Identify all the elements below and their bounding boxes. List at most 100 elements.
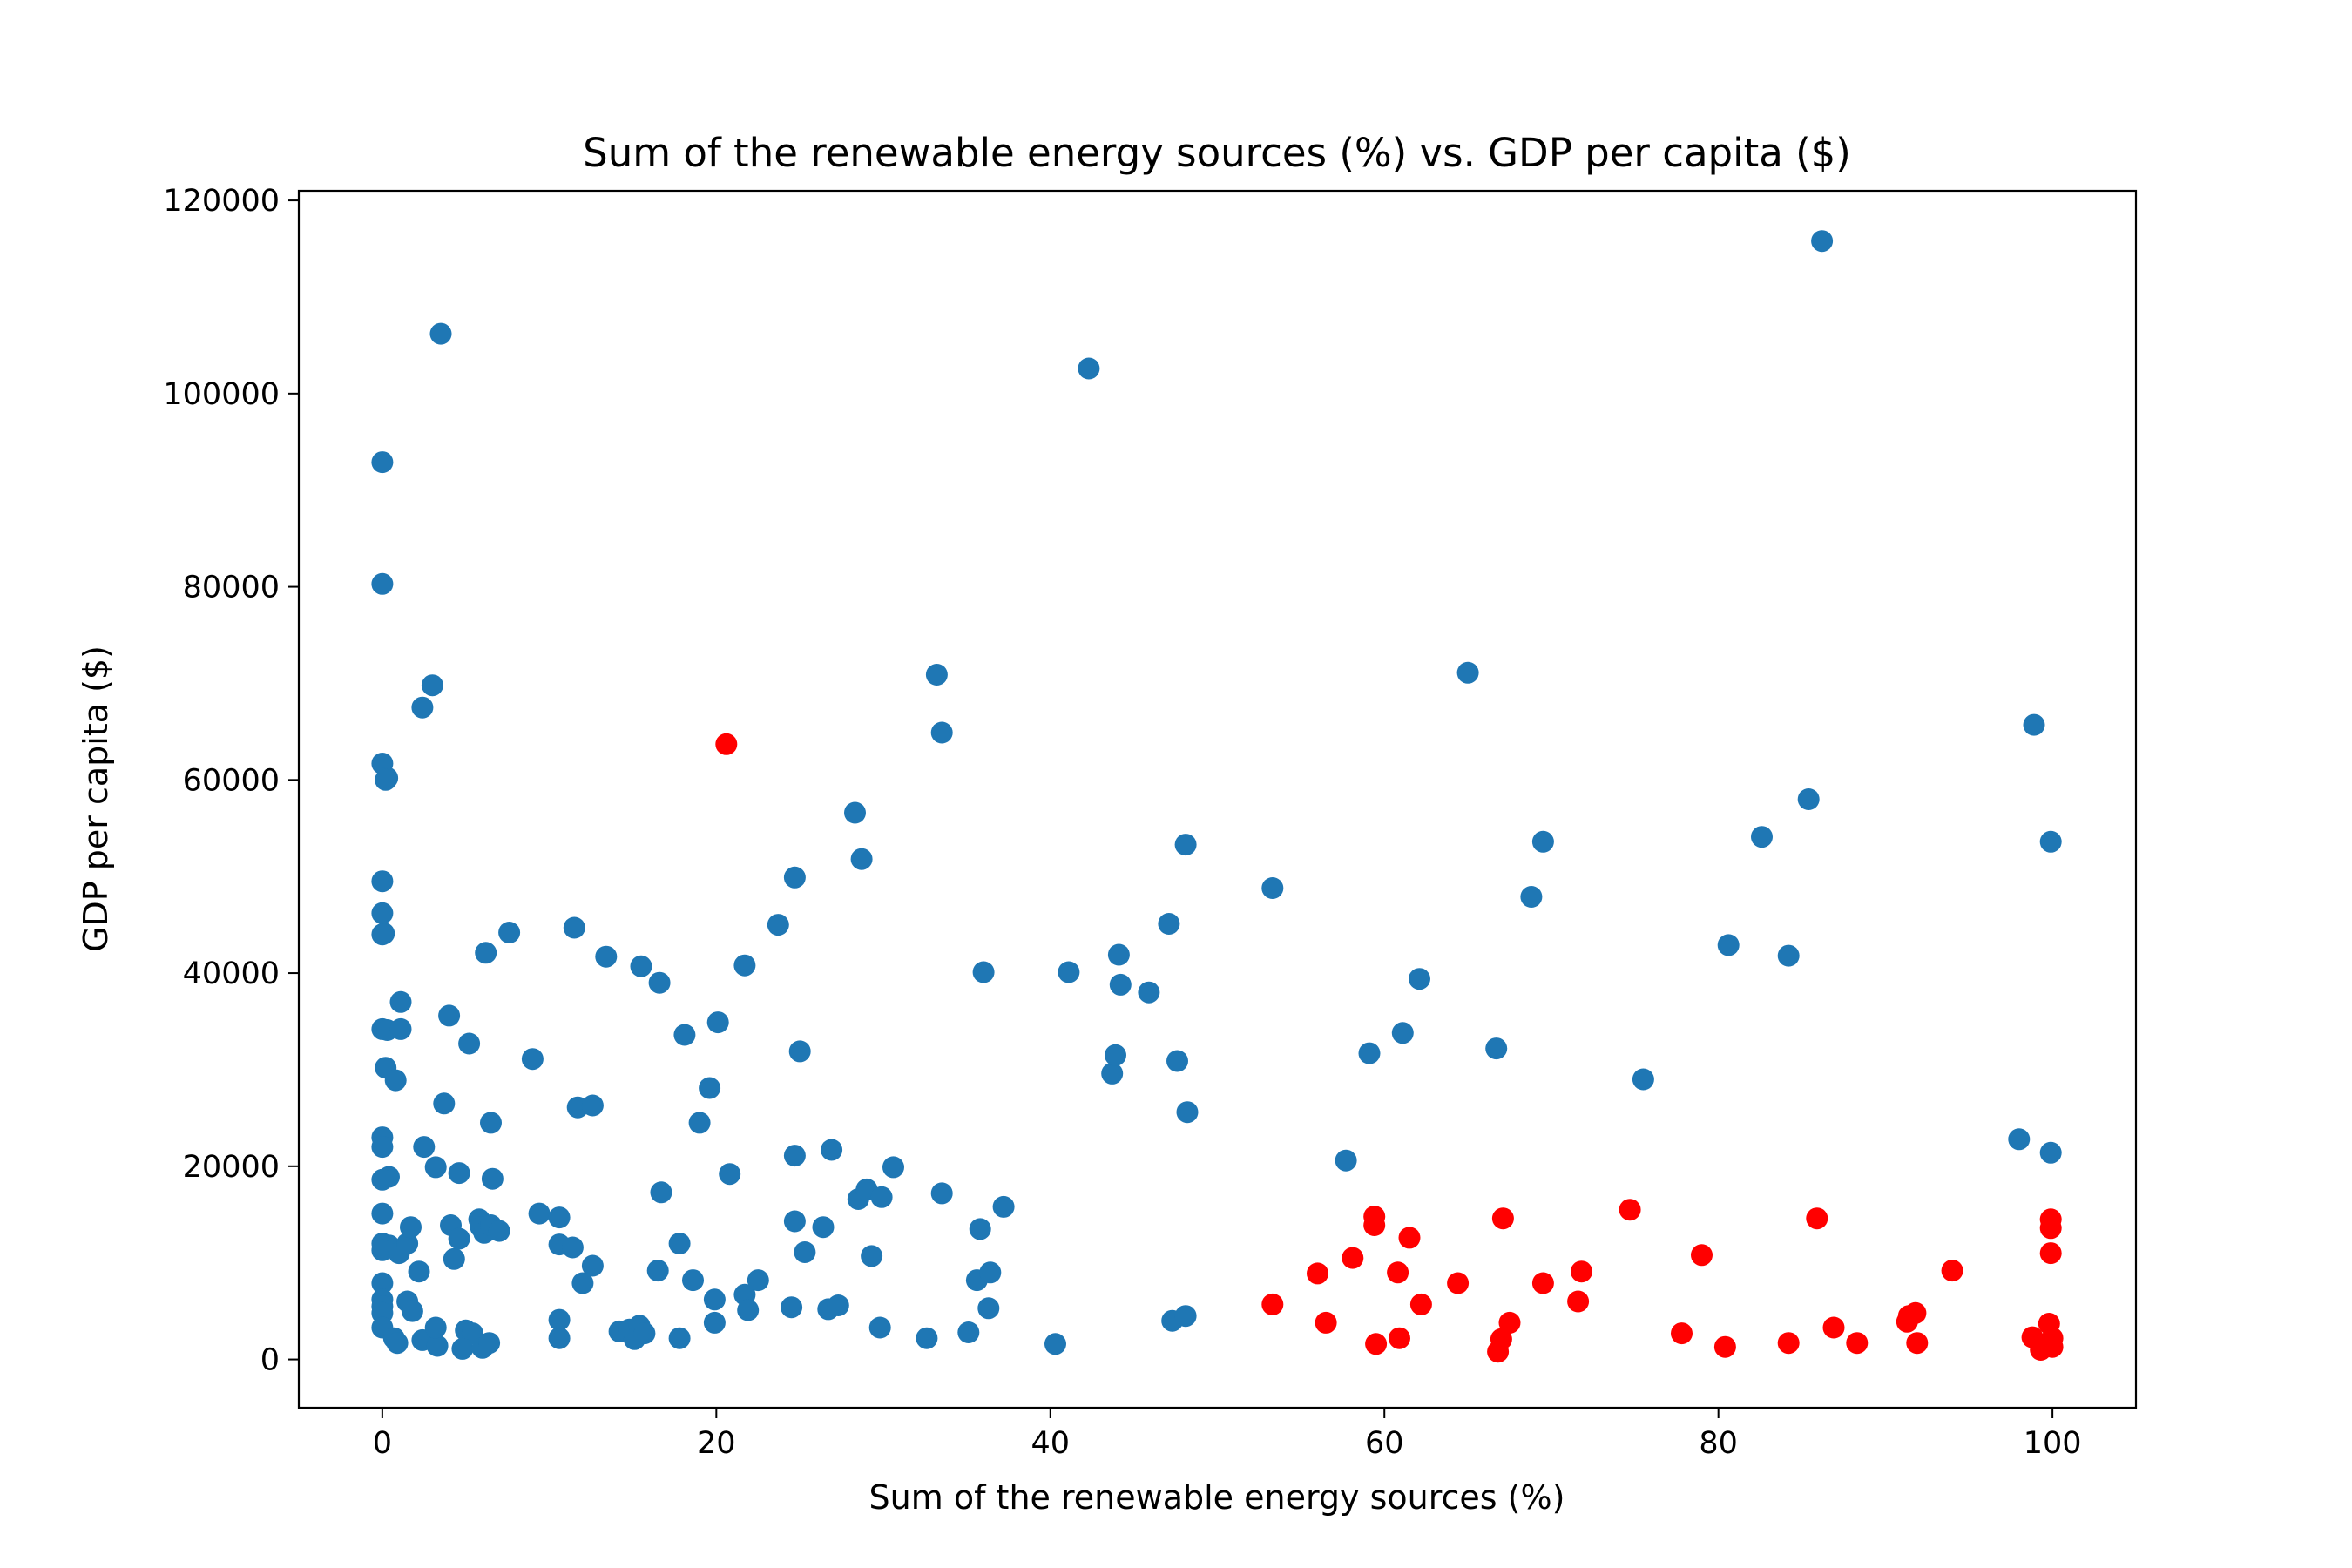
data-point-1-30 — [1904, 1301, 1927, 1324]
data-point-1-37 — [2039, 1217, 2062, 1240]
x-tick-label-0: 0 — [373, 1426, 392, 1461]
data-point-0-148 — [1358, 1042, 1381, 1064]
data-point-0-68 — [548, 1206, 571, 1229]
data-point-0-47 — [448, 1162, 470, 1185]
data-point-0-4 — [375, 768, 397, 791]
data-point-0-77 — [571, 1272, 594, 1294]
data-point-0-13 — [389, 990, 412, 1013]
x-tick-label-4: 80 — [1699, 1426, 1738, 1461]
data-point-0-1 — [371, 572, 394, 595]
data-point-0-6 — [371, 902, 394, 924]
data-point-0-98 — [733, 954, 756, 977]
data-point-0-95 — [706, 1011, 729, 1034]
data-point-0-138 — [1109, 973, 1132, 996]
data-point-0-123 — [930, 721, 953, 744]
data-point-0-85 — [648, 971, 671, 994]
y-tick-label-1: 20000 — [183, 1150, 280, 1185]
data-point-0-160 — [1811, 230, 1834, 253]
data-point-0-75 — [581, 1094, 604, 1117]
data-point-0-118 — [870, 1186, 893, 1208]
data-point-1-32 — [1941, 1260, 1963, 1282]
data-point-0-61 — [478, 1332, 501, 1355]
data-point-0-91 — [682, 1269, 704, 1292]
data-point-1-0 — [715, 733, 738, 755]
data-point-0-119 — [868, 1316, 891, 1339]
data-point-0-76 — [581, 1254, 604, 1277]
data-point-0-8 — [371, 923, 394, 946]
data-point-0-155 — [1632, 1068, 1654, 1091]
data-point-0-156 — [1717, 934, 1740, 956]
data-point-0-12 — [384, 1069, 407, 1092]
x-tick-label-1: 20 — [697, 1426, 736, 1461]
y-tick-label-0: 0 — [260, 1343, 280, 1378]
data-point-0-121 — [916, 1327, 938, 1349]
data-point-1-22 — [1691, 1244, 1713, 1267]
data-point-0-137 — [1107, 943, 1130, 966]
data-point-1-4 — [1342, 1247, 1364, 1269]
data-point-0-134 — [1078, 357, 1100, 380]
data-point-1-26 — [1822, 1316, 1845, 1339]
data-point-0-107 — [788, 1040, 811, 1063]
data-point-0-88 — [668, 1233, 691, 1254]
data-point-0-56 — [480, 1112, 502, 1134]
y-tick-label-3: 60000 — [183, 763, 280, 798]
data-point-1-8 — [1387, 1261, 1409, 1284]
data-point-0-26 — [371, 1272, 394, 1294]
data-point-0-55 — [475, 942, 497, 964]
data-point-0-42 — [433, 1092, 456, 1115]
data-point-1-27 — [1846, 1332, 1869, 1355]
data-point-1-9 — [1389, 1327, 1410, 1349]
data-point-0-104 — [783, 866, 806, 889]
data-point-0-48 — [458, 1032, 481, 1055]
data-point-0-94 — [703, 1288, 726, 1311]
y-tick-label-6: 120000 — [163, 184, 280, 219]
data-point-0-129 — [977, 1297, 1000, 1320]
chart-title: Sum of the renewable energy sources (%) … — [583, 130, 1851, 176]
data-point-0-92 — [688, 1112, 711, 1134]
data-point-0-35 — [408, 1260, 430, 1283]
data-point-0-70 — [561, 1236, 584, 1259]
plot-frame — [297, 189, 2138, 1409]
data-point-0-164 — [2039, 1141, 2062, 1164]
data-point-0-36 — [413, 1136, 436, 1159]
data-point-0-126 — [969, 1218, 991, 1240]
data-point-0-59 — [488, 1220, 510, 1242]
data-point-0-32 — [386, 1332, 409, 1355]
data-point-0-37 — [424, 1156, 447, 1179]
data-point-0-57 — [481, 1167, 504, 1190]
data-point-1-24 — [1777, 1332, 1800, 1355]
data-point-0-147 — [1335, 1149, 1357, 1172]
data-point-0-93 — [699, 1077, 721, 1099]
points-layer — [371, 230, 2064, 1363]
data-point-0-133 — [1058, 961, 1080, 983]
data-point-1-20 — [1619, 1199, 1641, 1221]
data-point-1-12 — [1447, 1272, 1470, 1294]
data-point-0-86 — [646, 1260, 669, 1282]
data-point-0-139 — [1138, 981, 1160, 1004]
data-point-1-10 — [1398, 1227, 1421, 1249]
data-point-0-25 — [400, 1216, 422, 1239]
y-tick-label-4: 80000 — [183, 571, 280, 605]
data-point-0-40 — [426, 1335, 449, 1357]
data-point-1-14 — [1490, 1328, 1512, 1350]
data-point-0-43 — [438, 1004, 461, 1027]
data-point-0-0 — [371, 451, 394, 474]
data-point-0-24 — [396, 1233, 419, 1254]
data-point-0-64 — [429, 322, 452, 345]
data-point-0-87 — [650, 1181, 672, 1204]
data-point-1-17 — [1531, 1272, 1554, 1294]
data-point-1-25 — [1806, 1207, 1828, 1230]
data-point-0-89 — [668, 1327, 691, 1349]
data-point-0-63 — [421, 674, 443, 697]
data-point-0-106 — [783, 1210, 806, 1233]
data-point-1-11 — [1409, 1293, 1432, 1315]
data-point-0-14 — [389, 1017, 412, 1040]
data-point-1-3 — [1315, 1311, 1337, 1334]
data-point-0-145 — [1176, 1101, 1199, 1124]
data-point-1-15 — [1491, 1207, 1514, 1230]
data-point-0-65 — [498, 922, 521, 943]
data-point-0-90 — [673, 1024, 696, 1046]
data-point-0-46 — [448, 1227, 470, 1250]
x-axis-ticks: 0 20 40 60 80 100 — [373, 1408, 2082, 1461]
data-point-0-66 — [521, 1048, 544, 1071]
